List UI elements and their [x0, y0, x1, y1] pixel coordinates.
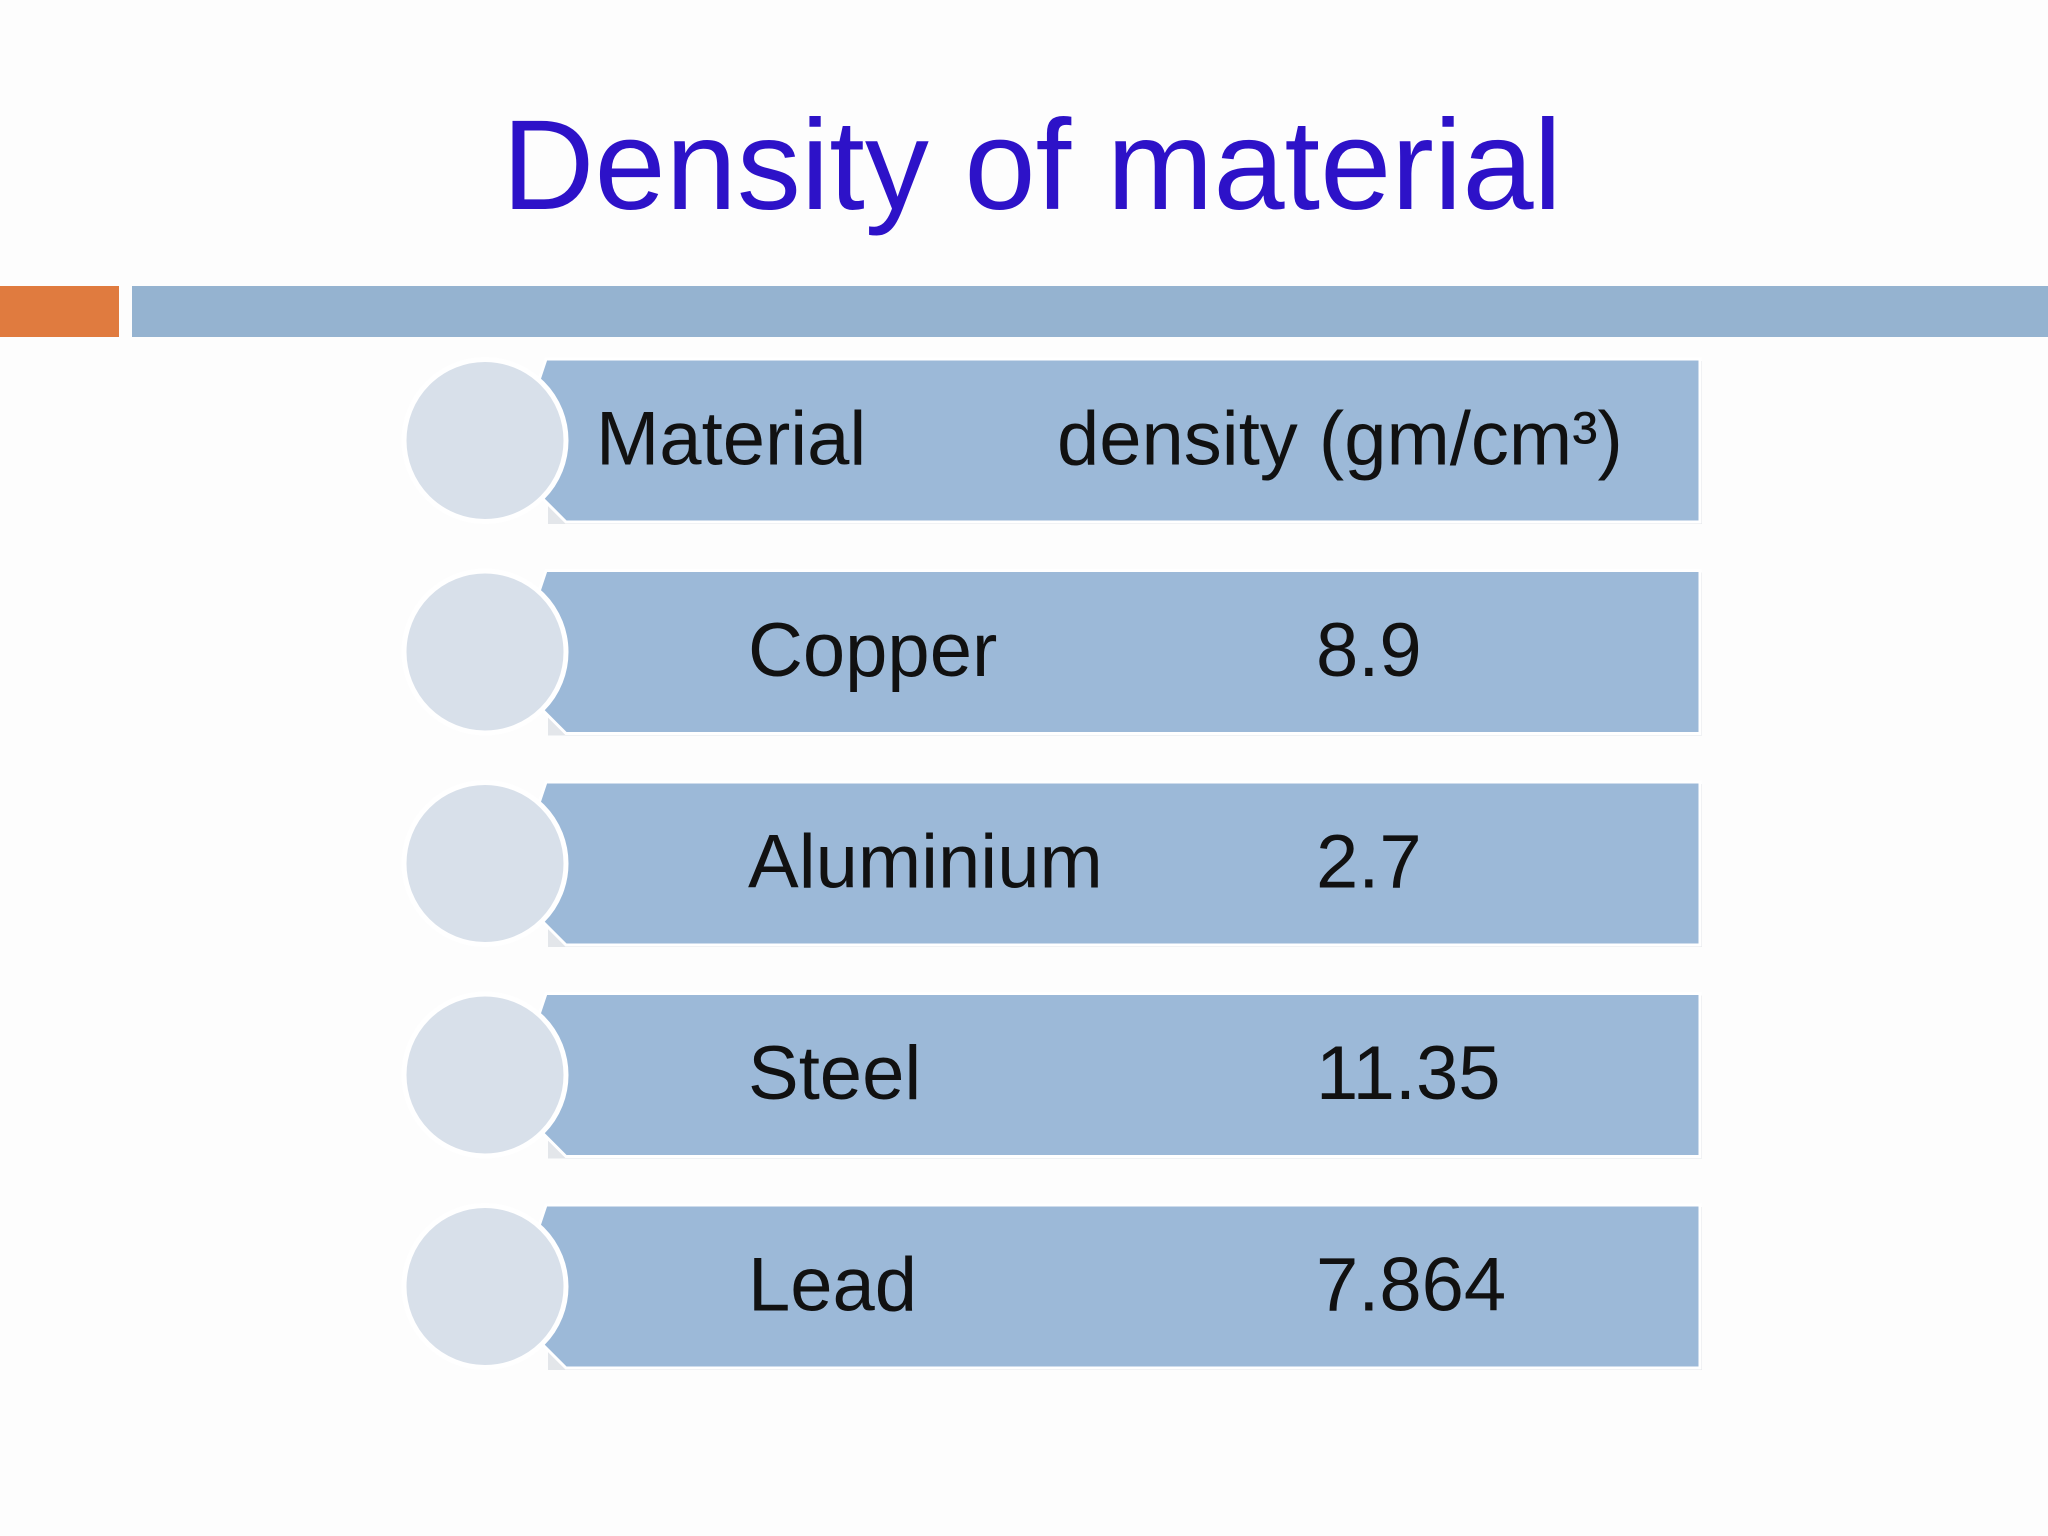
table-header: Material density (gm/cm³)	[401, 357, 1702, 524]
row-bullet	[401, 357, 569, 524]
table-cell: Copper	[748, 608, 997, 693]
table-row: Copper 8.9	[401, 568, 1702, 736]
table: Material density (gm/cm³) Copper 8.9 Alumini…	[401, 357, 1702, 1370]
table-cell: 2.7	[1316, 820, 1422, 905]
table-cell: Aluminium	[748, 820, 1103, 905]
table-row: Aluminium 2.7	[401, 780, 1702, 947]
table-row: Steel 11.35	[401, 991, 1702, 1159]
table-cell: Lead	[748, 1243, 917, 1328]
table-cell: 7.864	[1316, 1243, 1506, 1328]
row-band	[534, 569, 1702, 735]
row-band	[534, 780, 1702, 947]
row-band	[534, 992, 1702, 1158]
table-row: Lead 7.864	[401, 1203, 1702, 1370]
row-bullet	[401, 1203, 569, 1370]
header-rule	[132, 286, 2048, 337]
table-cell: density (gm/cm³)	[1057, 397, 1623, 482]
slide-title: Density of material	[502, 94, 1562, 237]
accent-bar	[0, 286, 119, 337]
row-bullet	[401, 991, 569, 1159]
row-band	[534, 1203, 1702, 1370]
table-cell: 8.9	[1316, 608, 1422, 693]
table-cell: Steel	[748, 1031, 921, 1116]
table-cell: 11.35	[1316, 1031, 1501, 1116]
table-cell: Material	[596, 397, 866, 482]
row-bullet	[401, 568, 569, 736]
row-bullet	[401, 780, 569, 947]
